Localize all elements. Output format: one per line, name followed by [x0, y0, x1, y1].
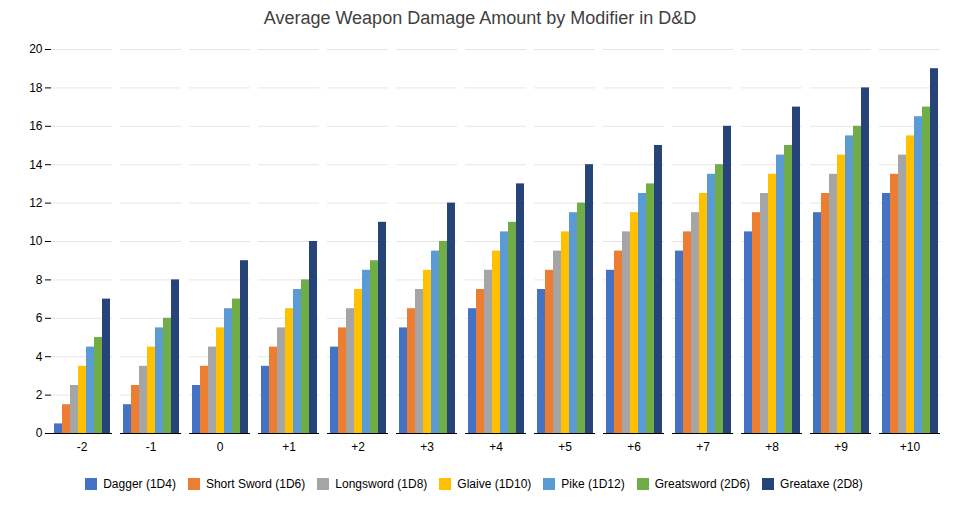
svg-text:4: 4 — [36, 350, 43, 364]
svg-text:+6: +6 — [627, 440, 641, 454]
svg-text:-1: -1 — [146, 440, 157, 454]
svg-text:0: 0 — [217, 440, 224, 454]
svg-text:+7: +7 — [696, 440, 710, 454]
svg-text:12: 12 — [29, 196, 43, 210]
html-text:Longsword (1D8): Longsword (1D8) — [335, 476, 428, 491]
svg-text:18: 18 — [29, 81, 43, 95]
svg-text:0: 0 — [36, 426, 43, 440]
svg-text:-2: -2 — [77, 440, 88, 454]
svg-text:6: 6 — [36, 311, 43, 325]
svg-text:+1: +1 — [282, 440, 296, 454]
html-text:Average Weapon Damage Amount b: Average Weapon Damage Amount by Modifier… — [263, 8, 697, 28]
html-text:Greatsword (2D6): Greatsword (2D6) — [654, 476, 751, 491]
svg-text:+5: +5 — [558, 440, 572, 454]
svg-text:14: 14 — [29, 158, 43, 172]
html-text:Glaive (1D10): Glaive (1D10) — [457, 476, 532, 491]
svg-text:2: 2 — [36, 388, 43, 402]
svg-text:+4: +4 — [489, 440, 503, 454]
svg-text:8: 8 — [36, 273, 43, 287]
html-text:Greataxe (2D8): Greataxe (2D8) — [780, 476, 863, 491]
svg-text:+10: +10 — [900, 440, 921, 454]
svg-text:10: 10 — [29, 234, 43, 248]
svg-text:16: 16 — [29, 119, 43, 133]
html-text:Short Sword (1D6): Short Sword (1D6) — [205, 476, 306, 491]
svg-text:+8: +8 — [765, 440, 779, 454]
svg-text:+9: +9 — [834, 440, 848, 454]
svg-text:+3: +3 — [420, 440, 434, 454]
svg-text:20: 20 — [29, 42, 43, 56]
html-text:Dagger (1D4): Dagger (1D4) — [103, 476, 176, 491]
svg-text:+2: +2 — [351, 440, 365, 454]
html-text:Pike (1D12): Pike (1D12) — [561, 476, 625, 491]
